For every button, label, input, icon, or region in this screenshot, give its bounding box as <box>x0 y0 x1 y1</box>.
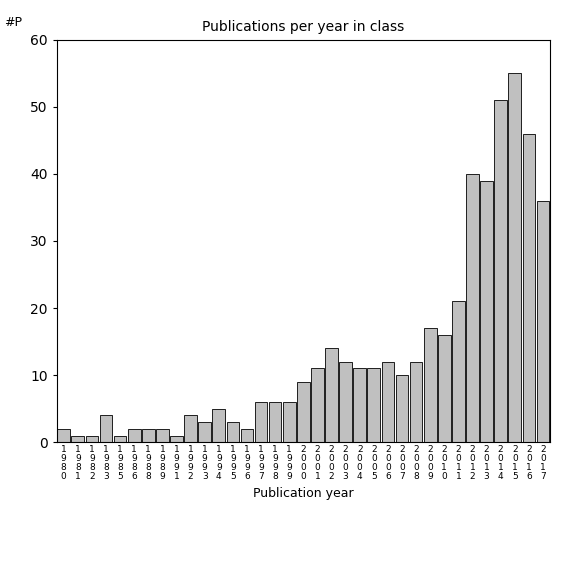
Bar <box>213 409 225 442</box>
Bar <box>494 100 507 442</box>
Bar <box>170 435 183 442</box>
Bar <box>156 429 169 442</box>
Bar <box>57 429 70 442</box>
Bar <box>227 422 239 442</box>
X-axis label: Publication year: Publication year <box>253 486 354 500</box>
Bar <box>452 302 465 442</box>
Bar <box>269 402 281 442</box>
Bar <box>142 429 155 442</box>
Bar <box>466 174 479 442</box>
Text: #P: #P <box>4 15 22 28</box>
Bar <box>410 362 422 442</box>
Bar <box>325 348 338 442</box>
Bar <box>184 416 197 442</box>
Bar <box>509 73 521 442</box>
Bar <box>255 402 268 442</box>
Bar <box>240 429 253 442</box>
Title: Publications per year in class: Publications per year in class <box>202 20 404 35</box>
Bar <box>536 201 549 442</box>
Bar <box>198 422 211 442</box>
Bar <box>71 435 84 442</box>
Bar <box>297 382 310 442</box>
Bar <box>438 335 451 442</box>
Bar <box>86 435 98 442</box>
Bar <box>382 362 394 442</box>
Bar <box>283 402 295 442</box>
Bar <box>480 180 493 442</box>
Bar <box>100 416 112 442</box>
Bar <box>396 375 408 442</box>
Bar <box>128 429 141 442</box>
Bar <box>523 134 535 442</box>
Bar <box>367 369 380 442</box>
Bar <box>424 328 437 442</box>
Bar <box>339 362 352 442</box>
Bar <box>311 369 324 442</box>
Bar <box>353 369 366 442</box>
Bar <box>114 435 126 442</box>
